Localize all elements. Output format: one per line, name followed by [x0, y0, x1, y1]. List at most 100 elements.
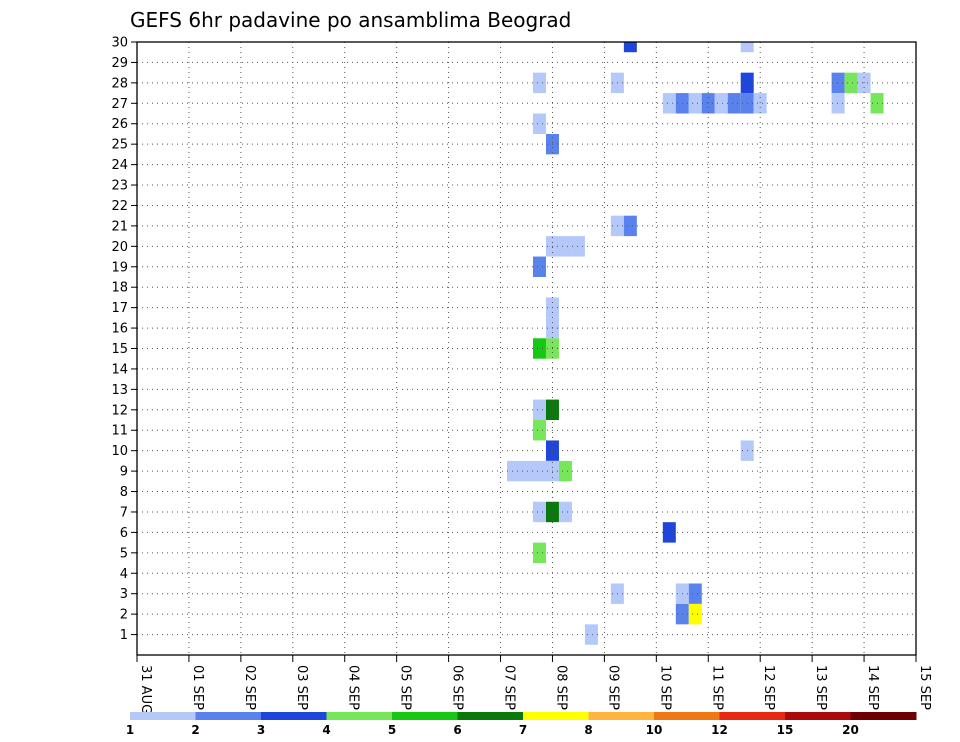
colorbar-segment [523, 712, 589, 720]
y-tick-label: 21 [111, 219, 128, 234]
precip-cell [558, 501, 572, 523]
precip-cell [740, 42, 754, 53]
y-tick-label: 10 [111, 444, 128, 459]
precip-cell [844, 72, 858, 94]
colorbar-label: 5 [388, 723, 396, 737]
y-tick-label: 12 [111, 403, 128, 418]
y-tick-label: 11 [111, 424, 128, 439]
x-tick-label: 12 SEP [761, 665, 776, 710]
precip-cell [688, 603, 702, 625]
y-tick-label: 4 [120, 567, 128, 582]
colorbar-segment [588, 712, 655, 720]
y-tick-label: 26 [111, 117, 128, 132]
colorbar-segment [130, 712, 196, 720]
precip-cell [532, 338, 546, 359]
y-tick-label: 9 [120, 465, 128, 480]
precip-cell [688, 93, 702, 114]
x-tick-label: 09 SEP [605, 665, 620, 710]
precip-cell [831, 72, 845, 94]
x-tick-label: 04 SEP [346, 665, 361, 710]
plot-frame [136, 41, 917, 656]
y-tick-label: 27 [111, 97, 128, 112]
y-tick-label: 24 [111, 158, 128, 173]
x-tick-label: 01 SEP [190, 665, 205, 710]
y-tick-label: 2 [120, 608, 128, 623]
colorbar-segment [326, 712, 393, 720]
precip-cell [571, 236, 585, 257]
precip-cell [532, 542, 546, 564]
precip-cell [727, 93, 741, 114]
precip-cell [507, 460, 521, 482]
colorbar-label: 1 [126, 723, 134, 737]
colorbar-segment [654, 712, 720, 720]
precip-cell [532, 113, 546, 134]
precip-cell [662, 522, 676, 543]
y-tick-label: 17 [111, 301, 128, 316]
precip-cell [532, 256, 546, 277]
chart-title: GEFS 6hr padavine po ansamblima Beograd [130, 8, 571, 32]
x-axis: 31 AUG 01 SEP 02 SEP 03 SEP 04 SEP 05 SEP 06 S… [136, 655, 932, 714]
colorbar-label: 6 [453, 723, 461, 737]
y-tick-label: 8 [120, 485, 128, 500]
colorbar-label: 7 [519, 723, 527, 737]
y-tick-label: 23 [111, 179, 128, 194]
y-tick-label: 18 [111, 281, 128, 296]
precip-cell [753, 93, 767, 114]
y-tick-label: 13 [111, 383, 128, 398]
x-tick-label: 03 SEP [294, 665, 309, 710]
x-tick-label: 05 SEP [398, 665, 413, 710]
colorbar: 1 2 3 4 5 6 7 8 10 12 15 20 [126, 712, 917, 737]
y-tick-label: 25 [111, 138, 128, 153]
precip-cell [701, 93, 715, 114]
colorbar-label: 20 [842, 723, 859, 737]
precip-cell [623, 42, 637, 53]
x-tick-label: 13 SEP [813, 665, 828, 710]
precip-cell [831, 93, 845, 114]
colorbar-segment [457, 712, 524, 720]
y-tick-label: 3 [120, 587, 128, 602]
precip-cell [714, 93, 728, 114]
x-tick-label: 02 SEP [242, 665, 257, 710]
precip-cell [532, 399, 546, 421]
colorbar-label: 3 [257, 723, 265, 737]
precip-cell [688, 583, 702, 604]
precip-cell [520, 460, 533, 482]
y-tick-label: 28 [111, 76, 128, 91]
colorbar-segment [261, 712, 327, 720]
y-tick-label: 16 [111, 322, 128, 337]
precip-cell [662, 93, 676, 114]
precip-cell [532, 420, 546, 441]
colorbar-label: 12 [711, 723, 728, 737]
y-tick-label: 7 [120, 505, 128, 520]
y-tick-label: 15 [111, 342, 128, 357]
y-axis: 1234567891011121314151617181920212223242… [111, 36, 137, 643]
x-tick-label: 06 SEP [450, 665, 465, 710]
y-tick-label: 6 [120, 526, 128, 541]
y-tick-label: 5 [120, 546, 128, 561]
y-tick-label: 19 [111, 260, 128, 275]
precip-cell [623, 215, 637, 237]
precip-cell [584, 624, 598, 645]
colorbar-segment [392, 712, 458, 720]
cells-layer [507, 42, 884, 645]
x-tick-label: 31 AUG [138, 665, 153, 714]
colorbar-label: 10 [646, 723, 663, 737]
y-tick-label: 20 [111, 240, 128, 255]
colorbar-segment [719, 712, 786, 720]
precip-cell [532, 72, 546, 94]
x-tick-label: 10 SEP [657, 665, 672, 710]
y-tick-label: 14 [111, 362, 128, 377]
colorbar-label: 15 [777, 723, 794, 737]
x-tick-label: 14 SEP [865, 665, 880, 710]
precip-cell [558, 460, 572, 482]
y-tick-label: 29 [111, 56, 128, 71]
precip-cell [532, 460, 546, 482]
colorbar-label: 4 [322, 723, 330, 737]
colorbar-label: 2 [191, 723, 199, 737]
x-tick-label: 08 SEP [553, 665, 568, 710]
x-tick-label: 15 SEP [917, 665, 932, 710]
x-tick-label: 11 SEP [709, 665, 724, 710]
colorbar-segment [195, 712, 262, 720]
y-tick-label: 22 [111, 199, 128, 214]
